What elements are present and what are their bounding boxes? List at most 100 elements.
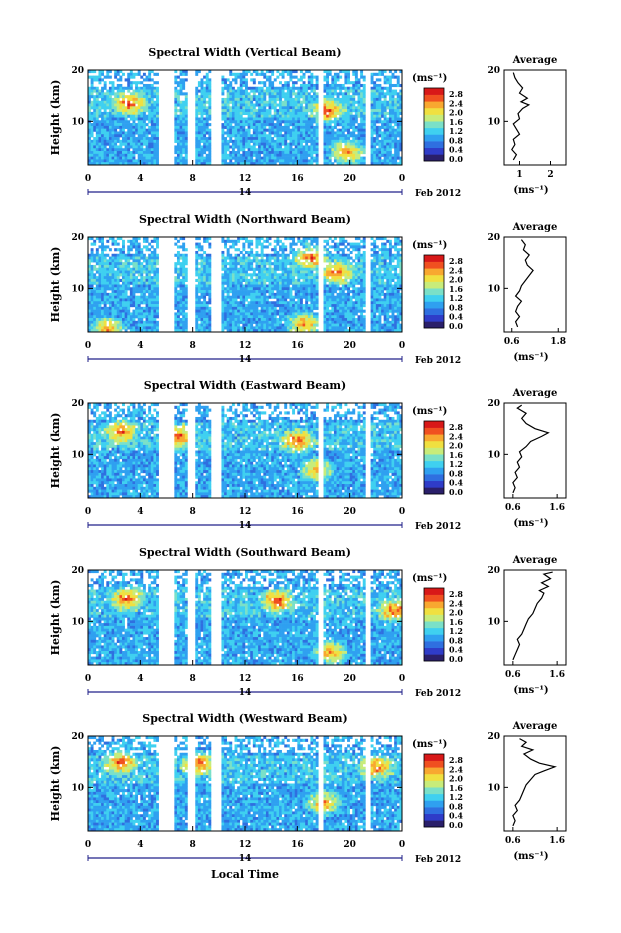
colorbar-swatch — [424, 461, 444, 468]
colorbar-swatch — [424, 774, 444, 781]
y-tick-label: 10 — [71, 117, 84, 127]
x-tick-label: 0 — [85, 840, 91, 850]
colorbar-swatch — [424, 95, 444, 102]
x-tick-label: 12 — [239, 507, 252, 517]
month-label: Feb 2012 — [415, 689, 461, 699]
colorbar-swatch — [424, 615, 444, 622]
x-tick-label: 16 — [291, 840, 304, 850]
colorbar-swatch — [424, 608, 444, 615]
colorbar-swatch — [424, 268, 444, 275]
x-tick-label: 4 — [137, 507, 143, 517]
colorbar-swatch — [424, 467, 444, 474]
month-label: Feb 2012 — [415, 855, 461, 865]
colorbar-swatch — [424, 282, 444, 289]
y-tick-label: 10 — [71, 783, 84, 793]
colorbar-swatch — [424, 588, 444, 595]
colorbar-swatch — [424, 148, 444, 155]
y-axis-label: Height (km) — [49, 413, 62, 489]
colorbar-swatch — [424, 128, 444, 135]
x-tick-label: 12 — [239, 674, 252, 684]
colorbar-swatch — [424, 101, 444, 108]
average-profile-line — [512, 73, 529, 160]
y-axis-label: Height (km) — [49, 580, 62, 656]
average-y-tick: 10 — [487, 284, 500, 294]
y-tick-label: 20 — [71, 732, 84, 742]
x-tick-label: 0 — [85, 174, 91, 184]
average-title: Average — [512, 555, 558, 566]
average-y-tick: 10 — [487, 450, 500, 460]
colorbar-swatch — [424, 807, 444, 814]
colorbar-swatch — [424, 275, 444, 282]
panel-title: Spectral Width (Southward Beam) — [139, 546, 351, 559]
x-tick-label: 0 — [85, 674, 91, 684]
colorbar-swatch — [424, 295, 444, 302]
average-profile-line — [516, 240, 534, 327]
average-x-label: (ms⁻¹) — [513, 352, 548, 363]
panel-3: Spectral Width (Eastward Beam)2010Height… — [49, 379, 566, 532]
colorbar-unit: (ms⁻¹) — [412, 406, 447, 417]
average-x-label: (ms⁻¹) — [513, 185, 548, 196]
colorbar-swatch — [424, 428, 444, 435]
colorbar-tick-label: 0.0 — [449, 820, 463, 830]
colorbar-swatch — [424, 141, 444, 148]
colorbar-swatch — [424, 628, 444, 635]
colorbar-swatch — [424, 761, 444, 768]
colorbar-swatch — [424, 474, 444, 481]
x-tick-label: 12 — [239, 840, 252, 850]
colorbar-swatch — [424, 288, 444, 295]
colorbar-swatch — [424, 321, 444, 328]
average-title: Average — [512, 222, 558, 233]
x-tick-label: 4 — [137, 174, 143, 184]
x-tick-label: 0 — [399, 507, 405, 517]
panel-title: Spectral Width (Westward Beam) — [142, 712, 347, 725]
colorbar-unit: (ms⁻¹) — [412, 573, 447, 584]
x-tick-label: 8 — [190, 674, 196, 684]
x-tick-label: 4 — [137, 674, 143, 684]
colorbar-swatch — [424, 315, 444, 322]
x-tick-label: 8 — [190, 341, 196, 351]
date-label: 14 — [239, 854, 252, 864]
panel-4: Spectral Width (Southward Beam) 20 10 Heigh… — [49, 546, 566, 699]
x-tick-label: 16 — [291, 507, 304, 517]
y-tick-label: 20 — [71, 399, 84, 409]
y-tick-label: 20 — [71, 566, 84, 576]
average-y-tick: 20 — [487, 233, 500, 243]
x-tick-label: 20 — [343, 174, 356, 184]
colorbar-swatch — [424, 767, 444, 774]
average-y-tick: 20 — [487, 566, 500, 576]
colorbar-swatch — [424, 88, 444, 95]
average-profile-line — [513, 739, 555, 826]
x-tick-label: 20 — [343, 840, 356, 850]
colorbar-swatch — [424, 441, 444, 448]
average-x-tick: 1.8 — [550, 337, 566, 347]
average-title: Average — [512, 388, 558, 399]
colorbar-unit: (ms⁻¹) — [412, 240, 447, 251]
panel-title: Spectral Width (Vertical Beam) — [148, 46, 341, 59]
average-profile-line — [513, 405, 548, 493]
heatmap-cells — [88, 736, 402, 831]
average-y-tick: 10 — [487, 617, 500, 627]
colorbar-tick-label: 0.0 — [449, 321, 463, 331]
date-label: 14 — [239, 688, 252, 698]
x-tick-label: 16 — [291, 341, 304, 351]
colorbar-swatch — [424, 634, 444, 641]
x-tick-label: 20 — [343, 507, 356, 517]
average-y-tick: 20 — [487, 732, 500, 742]
x-tick-label: 0 — [399, 674, 405, 684]
average-x-tick: 1.6 — [549, 503, 565, 513]
month-label: Feb 2012 — [415, 189, 461, 199]
date-label: 14 — [239, 521, 252, 531]
colorbar-swatch — [424, 121, 444, 128]
average-x-tick: 0.6 — [504, 337, 520, 347]
panel-2: Spectral Width (Northward Beam)2010Heigh… — [49, 213, 566, 366]
colorbar-swatch — [424, 641, 444, 648]
average-x-tick: 1 — [516, 170, 522, 180]
colorbar-swatch — [424, 754, 444, 761]
y-tick-label: 20 — [71, 66, 84, 76]
average-x-label: (ms⁻¹) — [513, 851, 548, 862]
colorbar-swatch — [424, 601, 444, 608]
y-axis-label: Height (km) — [49, 80, 62, 156]
colorbar-swatch — [424, 648, 444, 655]
average-x-tick: 1.6 — [549, 836, 565, 846]
y-tick-label: 20 — [71, 233, 84, 243]
